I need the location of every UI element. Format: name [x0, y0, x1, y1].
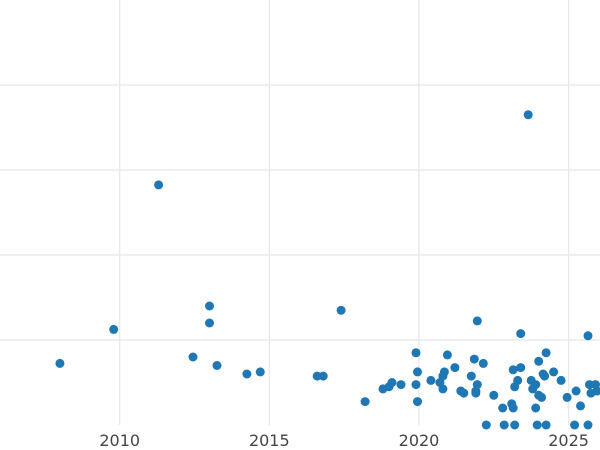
- x-tick-label: 2025: [548, 431, 589, 450]
- data-point[interactable]: [472, 316, 482, 326]
- data-point[interactable]: [387, 378, 397, 387]
- x-tick-label: 2010: [99, 431, 140, 450]
- data-point[interactable]: [336, 305, 346, 315]
- data-point[interactable]: [212, 361, 222, 370]
- data-point[interactable]: [318, 371, 328, 381]
- x-axis-tick-labels: 2010 2015 2020 2025: [99, 431, 589, 450]
- data-point[interactable]: [188, 352, 198, 362]
- data-point[interactable]: [360, 397, 370, 407]
- data-point[interactable]: [242, 369, 252, 379]
- x-tick-label: 2020: [399, 431, 440, 450]
- data-point[interactable]: [438, 384, 448, 394]
- data-point[interactable]: [534, 390, 544, 400]
- data-point[interactable]: [413, 397, 422, 407]
- data-point[interactable]: [466, 371, 476, 381]
- data-point[interactable]: [540, 371, 550, 381]
- data-point[interactable]: [534, 356, 544, 366]
- data-point[interactable]: [532, 420, 542, 430]
- data-point[interactable]: [541, 348, 551, 358]
- data-point[interactable]: [583, 331, 593, 341]
- data-point[interactable]: [109, 324, 119, 334]
- data-point[interactable]: [411, 380, 421, 390]
- data-point[interactable]: [478, 358, 488, 368]
- data-point[interactable]: [413, 367, 422, 377]
- data-point[interactable]: [411, 348, 421, 358]
- data-point[interactable]: [531, 403, 541, 413]
- data-point[interactable]: [556, 375, 566, 385]
- data-point[interactable]: [516, 363, 526, 373]
- data-point[interactable]: [481, 420, 491, 430]
- data-point[interactable]: [469, 354, 479, 364]
- data-point[interactable]: [570, 420, 580, 430]
- data-point[interactable]: [562, 392, 572, 402]
- data-point[interactable]: [583, 420, 593, 430]
- data-point[interactable]: [442, 350, 452, 360]
- data-point[interactable]: [571, 386, 581, 396]
- data-point[interactable]: [508, 365, 518, 375]
- data-point[interactable]: [489, 390, 499, 400]
- data-point[interactable]: [439, 367, 449, 377]
- data-point[interactable]: [450, 363, 460, 373]
- data-point[interactable]: [205, 318, 214, 328]
- data-point[interactable]: [592, 386, 600, 396]
- data-point[interactable]: [531, 380, 541, 390]
- data-point[interactable]: [523, 110, 533, 120]
- gridlines: [0, 0, 600, 425]
- data-point[interactable]: [426, 375, 436, 385]
- data-point[interactable]: [205, 301, 214, 311]
- data-point[interactable]: [255, 367, 265, 377]
- data-point[interactable]: [471, 386, 481, 396]
- data-point[interactable]: [499, 420, 509, 430]
- data-point[interactable]: [549, 367, 559, 377]
- data-point[interactable]: [513, 375, 523, 385]
- data-point[interactable]: [396, 380, 406, 390]
- data-points: [55, 110, 600, 430]
- data-point[interactable]: [154, 180, 164, 190]
- data-point[interactable]: [508, 403, 518, 413]
- data-point[interactable]: [510, 420, 520, 430]
- data-point[interactable]: [576, 401, 585, 411]
- data-point[interactable]: [459, 388, 469, 398]
- data-point[interactable]: [516, 329, 526, 339]
- data-point[interactable]: [541, 420, 551, 430]
- data-point[interactable]: [55, 358, 65, 368]
- data-point[interactable]: [498, 403, 508, 413]
- x-tick-label: 2015: [249, 431, 290, 450]
